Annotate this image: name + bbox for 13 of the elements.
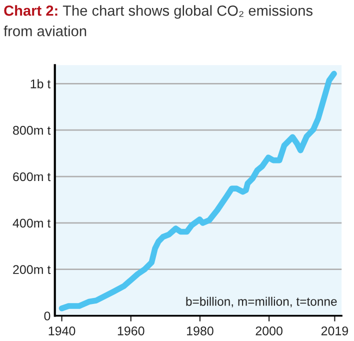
x-tick-label: 1940 <box>48 326 76 336</box>
y-tick-label: 800m t <box>13 126 51 135</box>
x-tick-label: 1960 <box>118 326 144 336</box>
y-tick-label: 0 <box>44 312 50 320</box>
y-tick-label: 200m t <box>13 265 51 274</box>
x-tick-label: 1980 <box>187 326 214 336</box>
x-tick-label: 2000 <box>256 326 282 336</box>
x-tick-label: 2019 <box>321 326 348 336</box>
y-tick-label: 1b t <box>30 79 51 88</box>
annotation: b=billion, m=million, t=tonne <box>186 296 337 308</box>
chart-title: Chart 2: The chart shows global CO₂ emissions from aviation <box>4 5 312 36</box>
y-tick-label: 400m t <box>12 218 51 228</box>
y-tick-label: 600m t <box>13 172 51 182</box>
